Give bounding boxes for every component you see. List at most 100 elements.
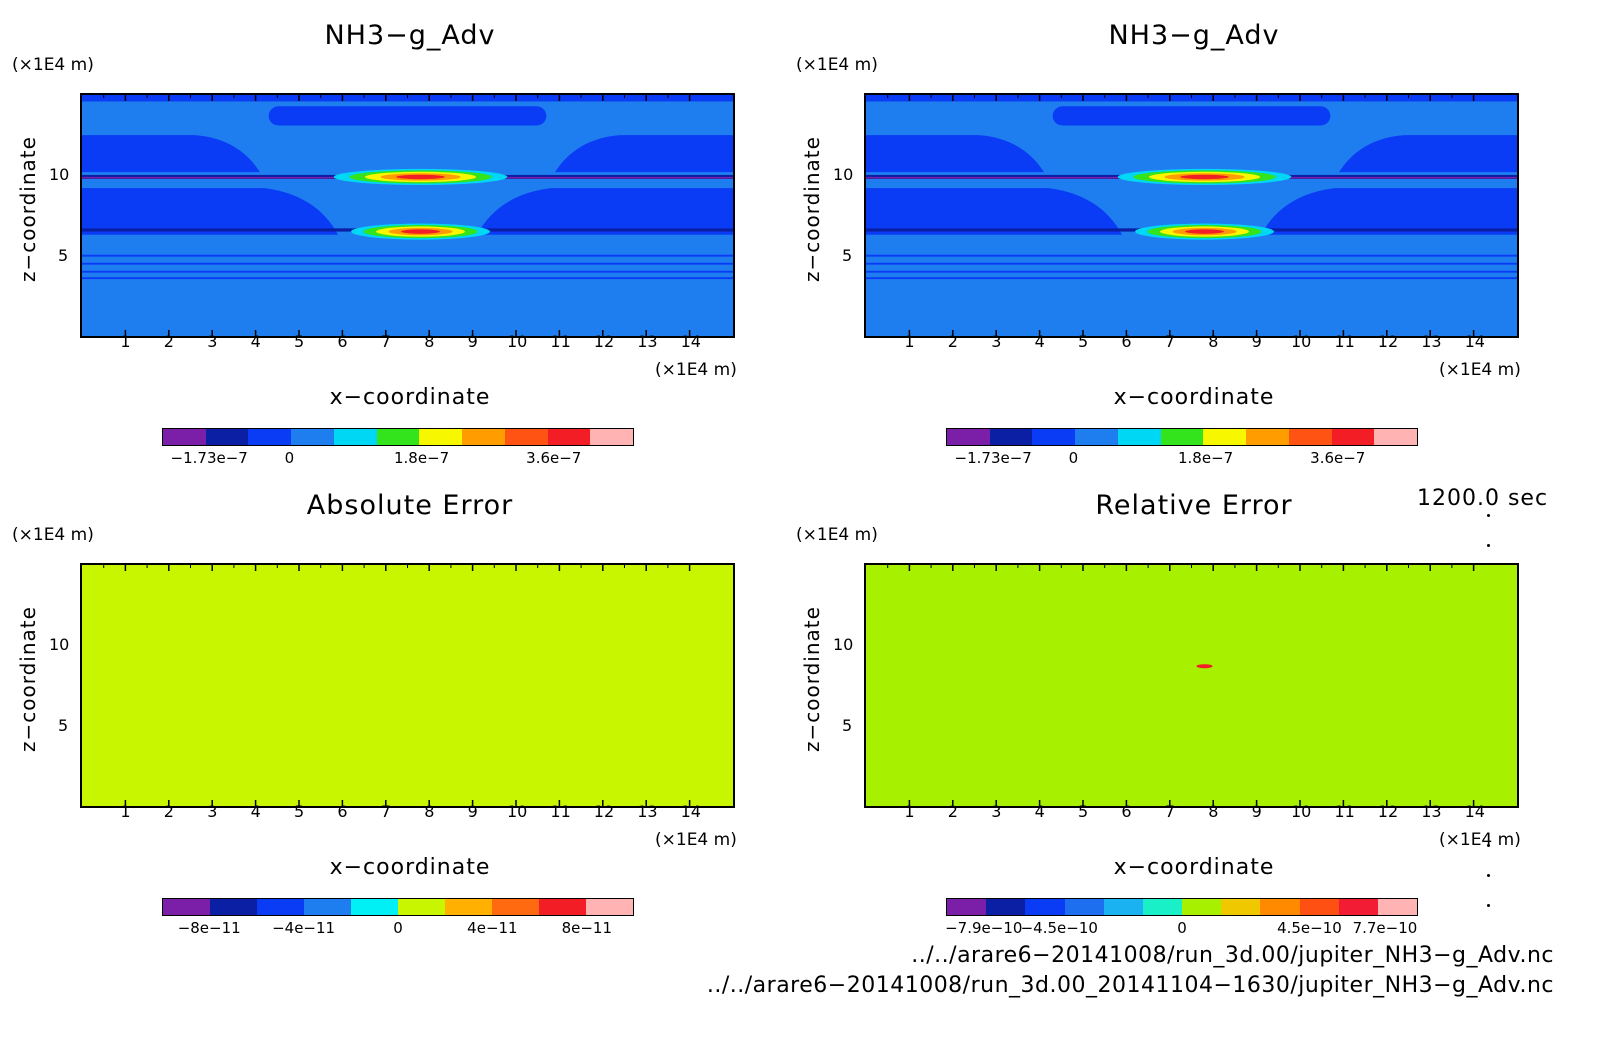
x-tick-label: 9 bbox=[467, 332, 478, 351]
colorbar-label: 7.7e−10 bbox=[1352, 919, 1418, 937]
colorbar bbox=[162, 898, 634, 916]
colorbar-segment bbox=[986, 899, 1026, 915]
x-unit-label: (×1E4 m) bbox=[1439, 830, 1521, 850]
colorbar-label: −4.5e−10 bbox=[1020, 919, 1098, 937]
x-tick-label: 6 bbox=[337, 802, 348, 821]
stripe bbox=[82, 262, 733, 265]
colorbar-segment bbox=[257, 899, 304, 915]
colorbar-segment bbox=[947, 899, 987, 915]
x-tick-label: 11 bbox=[550, 332, 571, 351]
colorbar-label: 0 bbox=[1068, 449, 1079, 467]
positive-anomaly bbox=[401, 229, 440, 234]
x-unit-label: (×1E4 m) bbox=[655, 360, 737, 380]
z-unit-label: (×1E4 m) bbox=[796, 525, 878, 545]
panel-title: NH3−g_Adv bbox=[1108, 20, 1280, 51]
x-tick-label: 4 bbox=[250, 332, 261, 351]
x-tick-label: 4 bbox=[250, 802, 261, 821]
region-negative bbox=[82, 188, 339, 235]
colorbar bbox=[162, 428, 634, 446]
x-tick-label: 9 bbox=[1251, 332, 1262, 351]
colorbar-label: 3.6e−7 bbox=[526, 449, 582, 467]
x-tick-label: 8 bbox=[1208, 802, 1219, 821]
region-negative bbox=[1339, 135, 1517, 173]
x-tick-label: 1 bbox=[120, 802, 131, 821]
colorbar-segment bbox=[1331, 429, 1375, 445]
z-unit-label: (×1E4 m) bbox=[12, 525, 94, 545]
colorbar-segment bbox=[1025, 899, 1065, 915]
z-tick-label: 5 bbox=[842, 715, 853, 735]
x-tick-label: 8 bbox=[1208, 332, 1219, 351]
colorbar-segment bbox=[547, 429, 591, 445]
colorbar-label: 4e−11 bbox=[467, 919, 518, 937]
colorbar-label: −4e−11 bbox=[272, 919, 336, 937]
colorbar-segment bbox=[1299, 899, 1339, 915]
x-tick-label: 12 bbox=[1377, 802, 1399, 821]
colorbar-segment bbox=[590, 429, 634, 445]
x-tick-label: 5 bbox=[294, 332, 305, 351]
colorbar-label: −1.73e−7 bbox=[954, 449, 1032, 467]
x-tick-label: 5 bbox=[1078, 802, 1089, 821]
colorbar-label: 0 bbox=[284, 449, 295, 467]
x-tick-label: 5 bbox=[1078, 332, 1089, 351]
x-tick-label: 3 bbox=[207, 802, 218, 821]
x-tick-label: 6 bbox=[1121, 802, 1132, 821]
z-tick-label: 10 bbox=[833, 165, 854, 185]
z-unit-label: (×1E4 m) bbox=[796, 55, 878, 75]
colorbar-segment bbox=[492, 899, 539, 915]
field-background bbox=[82, 565, 733, 806]
colorbar-segment bbox=[1117, 429, 1161, 445]
region-negative bbox=[866, 95, 1517, 102]
x-tick-label: 14 bbox=[680, 332, 701, 351]
x-tick-label: 13 bbox=[637, 332, 658, 351]
colorbar-segment bbox=[205, 429, 249, 445]
z-tick-label: 5 bbox=[58, 245, 69, 265]
x-unit-label: (×1E4 m) bbox=[655, 830, 737, 850]
x-tick-label: 1 bbox=[904, 332, 915, 351]
colorbar-segment bbox=[291, 429, 334, 445]
marker-dot bbox=[1487, 844, 1490, 847]
x-tick-label: 7 bbox=[380, 332, 391, 351]
colorbar-segment bbox=[1075, 429, 1118, 445]
x-axis-label: x−coordinate bbox=[329, 385, 491, 410]
relative-error-peak bbox=[1196, 664, 1213, 669]
colorbar-segment bbox=[1246, 429, 1289, 445]
colorbar-segment bbox=[1032, 429, 1076, 445]
region-negative bbox=[268, 106, 547, 126]
stripe bbox=[82, 270, 733, 273]
x-tick-label: 7 bbox=[380, 802, 391, 821]
x-tick-label: 4 bbox=[1034, 332, 1045, 351]
panel-title: Relative Error bbox=[1095, 490, 1293, 521]
colorbar-label: 1.8e−7 bbox=[1177, 449, 1234, 467]
plot-area bbox=[864, 563, 1519, 808]
x-tick-label: 13 bbox=[637, 802, 658, 821]
colorbar-segment bbox=[1260, 899, 1300, 915]
x-tick-label: 6 bbox=[1121, 332, 1132, 351]
x-tick-label: 1 bbox=[904, 802, 915, 821]
colorbar-segment bbox=[333, 429, 377, 445]
x-tick-label: 14 bbox=[1464, 332, 1485, 351]
colorbar-segment bbox=[1374, 429, 1418, 445]
x-tick-label: 2 bbox=[163, 332, 174, 351]
colorbar-segment bbox=[586, 899, 633, 915]
positive-anomaly bbox=[1180, 174, 1229, 180]
colorbar-segment bbox=[163, 429, 206, 445]
colorbar-segment bbox=[376, 429, 420, 445]
x-tick-label: 11 bbox=[1334, 802, 1355, 821]
marker-dot bbox=[1487, 874, 1490, 877]
x-tick-label: 14 bbox=[680, 802, 701, 821]
colorbar-segment bbox=[1160, 429, 1204, 445]
panel-title: Absolute Error bbox=[306, 490, 514, 521]
colorbar-segment bbox=[1338, 899, 1378, 915]
x-tick-label: 3 bbox=[207, 332, 218, 351]
plot-area bbox=[864, 93, 1519, 338]
colorbar bbox=[946, 898, 1418, 916]
colorbar bbox=[946, 428, 1418, 446]
x-tick-label: 7 bbox=[1164, 802, 1175, 821]
panel-absolute-error: Absolute Error (×1E4 m) (×1E4 m) x−coordina… bbox=[0, 470, 760, 940]
marker-dot bbox=[1487, 544, 1490, 547]
region-negative bbox=[1260, 188, 1517, 235]
x-tick-label: 4 bbox=[1034, 802, 1045, 821]
x-tick-label: 2 bbox=[947, 332, 958, 351]
x-tick-label: 11 bbox=[1334, 332, 1355, 351]
colorbar-label: −1.73e−7 bbox=[170, 449, 248, 467]
